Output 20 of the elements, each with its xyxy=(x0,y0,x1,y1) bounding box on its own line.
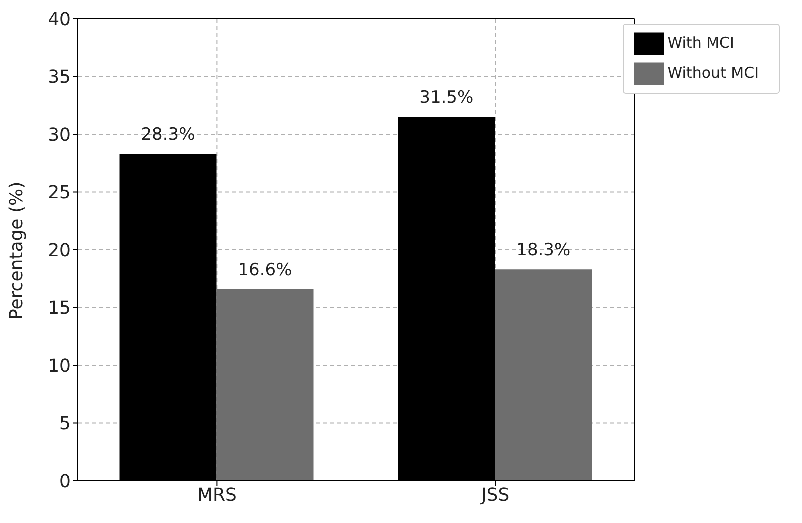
data-label: 16.6% xyxy=(238,260,292,280)
data-label: 18.3% xyxy=(516,240,571,261)
y-axis-title: Percentage (%) xyxy=(6,182,28,320)
y-tick-label: 15 xyxy=(48,298,71,320)
bar xyxy=(216,289,314,481)
y-tick-label: 0 xyxy=(60,471,71,492)
y-tick-label: 20 xyxy=(48,240,71,262)
x-tick-label: JSS xyxy=(480,484,510,506)
data-label: 28.3% xyxy=(141,125,196,146)
y-tick-label: 40 xyxy=(48,9,71,30)
data-label: 31.5% xyxy=(420,88,474,108)
y-tick-label: 30 xyxy=(48,124,71,146)
legend-label: Without MCI xyxy=(668,64,759,82)
bar xyxy=(495,270,592,481)
x-tick-label: MRS xyxy=(197,484,237,506)
y-tick-label: 35 xyxy=(48,67,71,88)
y-tick-label: 10 xyxy=(48,356,71,377)
y-tick-label: 25 xyxy=(48,182,71,204)
legend-label: With MCI xyxy=(668,34,734,52)
y-tick-label: 5 xyxy=(60,414,71,435)
